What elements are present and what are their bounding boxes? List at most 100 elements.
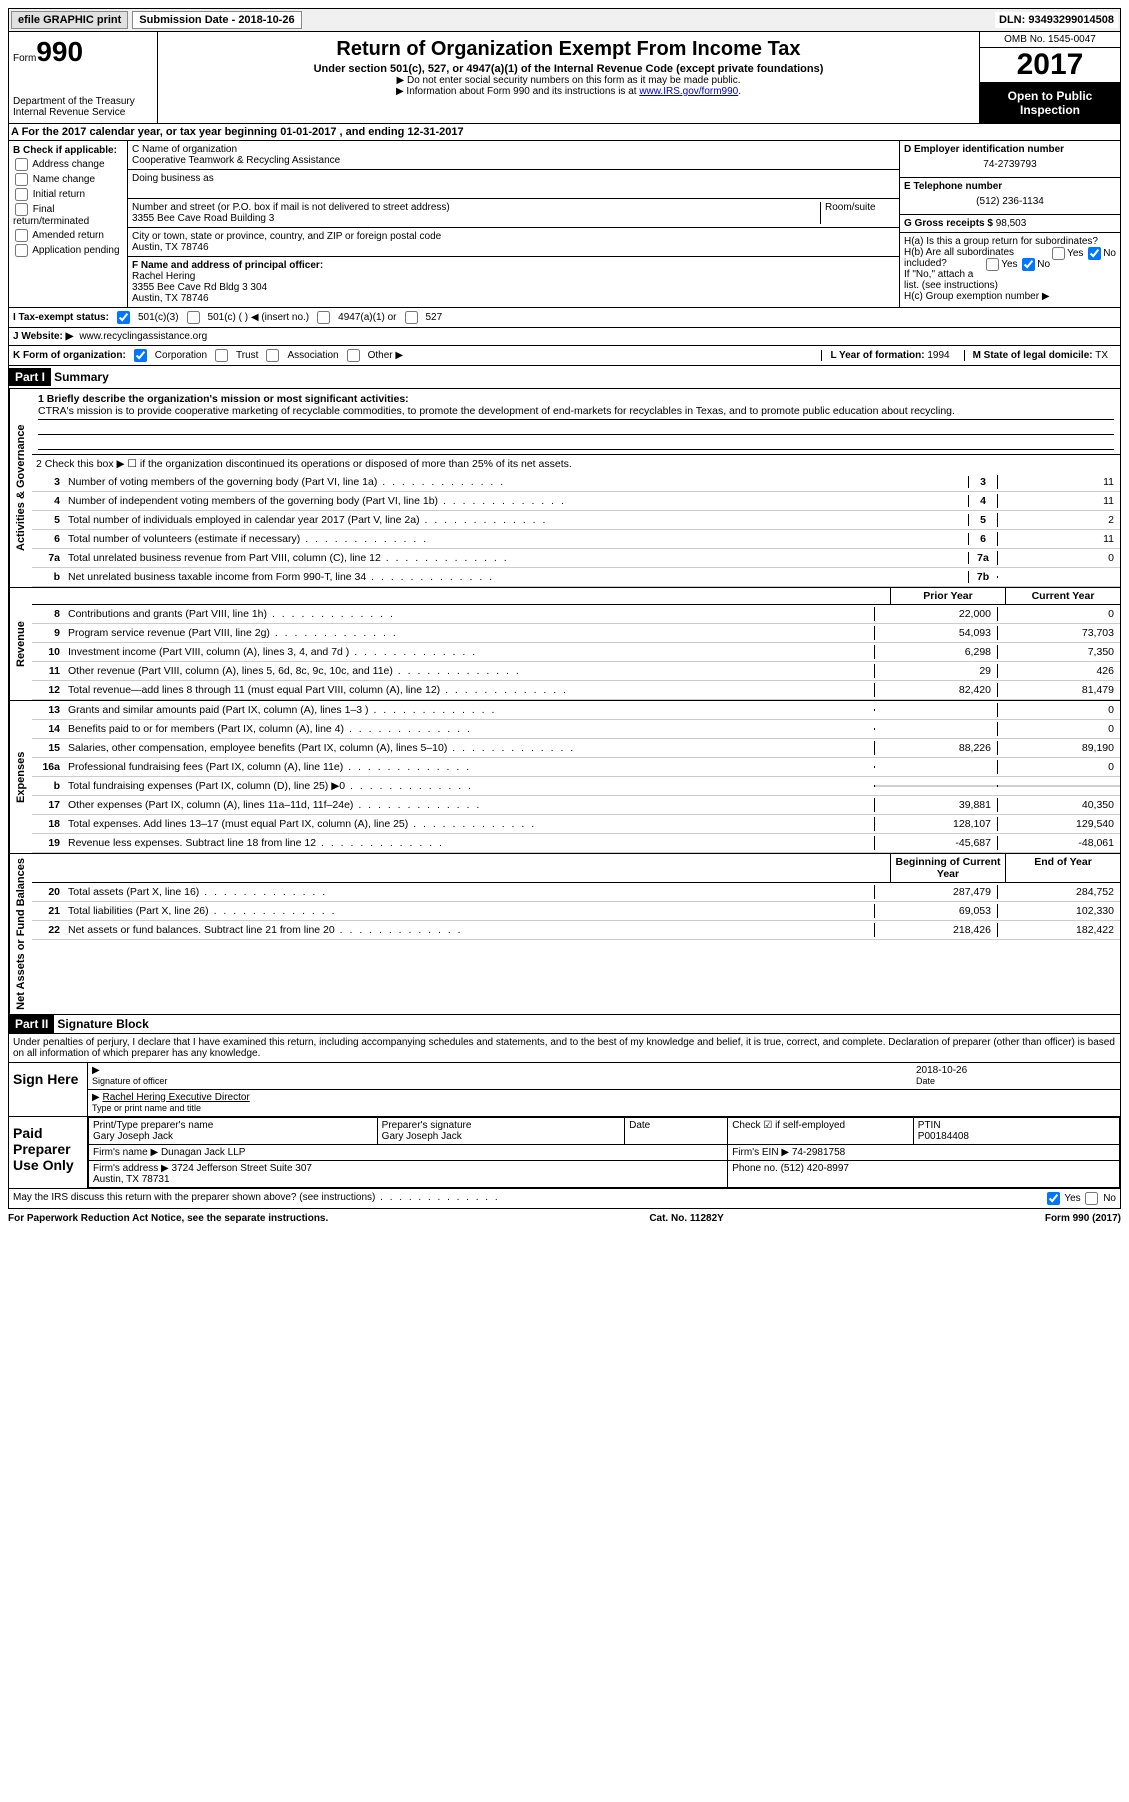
line-desc: Total unrelated business revenue from Pa… — [64, 551, 968, 565]
line-desc: Total revenue—add lines 8 through 11 (mu… — [64, 683, 874, 697]
line-num: 17 — [32, 799, 64, 811]
prior-value — [874, 709, 997, 711]
firm-ein: 74-2981758 — [792, 1147, 845, 1158]
irs-link[interactable]: www.IRS.gov/form990 — [639, 86, 738, 97]
ha-yes[interactable] — [1052, 247, 1065, 260]
k-other[interactable] — [347, 349, 360, 362]
prior-value: 128,107 — [874, 817, 997, 831]
officer-name: Rachel Hering — [132, 271, 895, 282]
line-box: 7b — [968, 571, 997, 583]
line-num: 21 — [32, 905, 64, 917]
sig-officer-label: Signature of officer — [92, 1076, 167, 1086]
paid-preparer-label: Paid Preparer Use Only — [9, 1117, 88, 1188]
k-assoc[interactable] — [266, 349, 279, 362]
i-527[interactable] — [405, 311, 418, 324]
current-value: 81,479 — [997, 683, 1120, 697]
check-amended[interactable]: Amended return — [13, 229, 123, 242]
discuss-no[interactable] — [1085, 1192, 1098, 1205]
line-desc: Total assets (Part X, line 16) — [64, 885, 874, 899]
omb-number: OMB No. 1545-0047 — [980, 32, 1120, 48]
part-ii-header: Part II — [9, 1015, 54, 1033]
check-self-employed[interactable]: Check ☑ if self-employed — [732, 1120, 845, 1131]
current-value: 129,540 — [997, 817, 1120, 831]
k-corp[interactable] — [134, 349, 147, 362]
section-b: B Check if applicable: Address change Na… — [9, 141, 128, 307]
line-num: 10 — [32, 646, 64, 658]
governance-section: Activities & Governance 1 Briefly descri… — [8, 389, 1121, 588]
check-address-change[interactable]: Address change — [13, 158, 123, 171]
part-ii: Part II Signature Block — [8, 1015, 1121, 1034]
cat-no: Cat. No. 11282Y — [649, 1213, 723, 1224]
revenue-label: Revenue — [9, 588, 32, 700]
city-state-zip: Austin, TX 78746 — [132, 242, 895, 253]
line-desc: Salaries, other compensation, employee b… — [64, 741, 874, 755]
current-value: 0 — [997, 703, 1120, 717]
line-num: 15 — [32, 742, 64, 754]
telephone: (512) 236-1134 — [904, 192, 1116, 211]
discuss-yes[interactable] — [1047, 1192, 1060, 1205]
submission-date: Submission Date - 2018-10-26 — [132, 11, 301, 29]
j-label: J Website: ▶ — [13, 331, 73, 342]
preparer-name: Gary Joseph Jack — [93, 1131, 173, 1142]
line-num: 8 — [32, 608, 64, 620]
h-c: H(c) Group exemption number ▶ — [904, 291, 1116, 302]
line-num: 6 — [32, 533, 64, 545]
website: www.recyclingassistance.org — [79, 331, 207, 342]
ha-no[interactable] — [1088, 247, 1101, 260]
main-info: B Check if applicable: Address change Na… — [8, 141, 1121, 308]
current-value: 89,190 — [997, 741, 1120, 755]
i-4947[interactable] — [317, 311, 330, 324]
check-application-pending[interactable]: Application pending — [13, 244, 123, 257]
current-value: 182,422 — [997, 923, 1120, 937]
current-value: 0 — [997, 607, 1120, 621]
street-address: 3355 Bee Cave Road Building 3 — [132, 213, 820, 224]
line-num: 22 — [32, 924, 64, 936]
top-bar: efile GRAPHIC print Submission Date - 20… — [8, 8, 1121, 32]
preparer-table: Print/Type preparer's nameGary Joseph Ja… — [88, 1117, 1120, 1188]
check-name-change[interactable]: Name change — [13, 173, 123, 186]
line-num: 20 — [32, 886, 64, 898]
dln: DLN: 93493299014508 — [995, 12, 1118, 28]
line-desc: Grants and similar amounts paid (Part IX… — [64, 703, 874, 717]
i-501c3[interactable] — [117, 311, 130, 324]
signature-section: Under penalties of perjury, I declare th… — [8, 1034, 1121, 1209]
line-num: 3 — [32, 476, 64, 488]
k-trust[interactable] — [215, 349, 228, 362]
row-k: K Form of organization: Corporation Trus… — [8, 346, 1121, 366]
prior-value: 82,420 — [874, 683, 997, 697]
line-desc: Total liabilities (Part X, line 26) — [64, 904, 874, 918]
declaration: Under penalties of perjury, I declare th… — [9, 1034, 1120, 1063]
prior-value: 6,298 — [874, 645, 997, 659]
line-box: 7a — [968, 552, 997, 564]
check-initial-return[interactable]: Initial return — [13, 188, 123, 201]
check-final-return[interactable]: Final return/terminated — [13, 203, 123, 227]
expenses-section: Expenses 13Grants and similar amounts pa… — [8, 701, 1121, 854]
line-num: 11 — [32, 665, 64, 677]
line-desc: Program service revenue (Part VIII, line… — [64, 626, 874, 640]
ptin: P00184408 — [918, 1131, 969, 1142]
line-desc: Number of independent voting members of … — [64, 494, 968, 508]
line-value: 11 — [997, 475, 1120, 489]
current-value: -48,061 — [997, 836, 1120, 850]
net-assets-section: Net Assets or Fund Balances Beginning of… — [8, 854, 1121, 1015]
footer: For Paperwork Reduction Act Notice, see … — [8, 1209, 1121, 1228]
sign-here-label: Sign Here — [9, 1063, 88, 1116]
prior-value: 54,093 — [874, 626, 997, 640]
prior-value: 39,881 — [874, 798, 997, 812]
line-value: 0 — [997, 551, 1120, 565]
mission-text: CTRA's mission is to provide cooperative… — [38, 405, 1114, 420]
i-501c[interactable] — [187, 311, 200, 324]
firm-name: Dunagan Jack LLP — [161, 1147, 246, 1158]
line-value: 11 — [997, 532, 1120, 546]
hb-yes[interactable] — [986, 258, 999, 271]
hb-no[interactable] — [1022, 258, 1035, 271]
current-value: 284,752 — [997, 885, 1120, 899]
officer-address: 3355 Bee Cave Rd Bldg 3 304 Austin, TX 7… — [132, 282, 895, 304]
row-j: J Website: ▶ www.recyclingassistance.org — [8, 328, 1121, 346]
current-value: 73,703 — [997, 626, 1120, 640]
efile-print-button[interactable]: efile GRAPHIC print — [11, 11, 128, 29]
h-a: H(a) Is this a group return for subordin… — [904, 236, 1116, 247]
line-num: 14 — [32, 723, 64, 735]
line-desc: Number of voting members of the governin… — [64, 475, 968, 489]
prior-value: 287,479 — [874, 885, 997, 899]
